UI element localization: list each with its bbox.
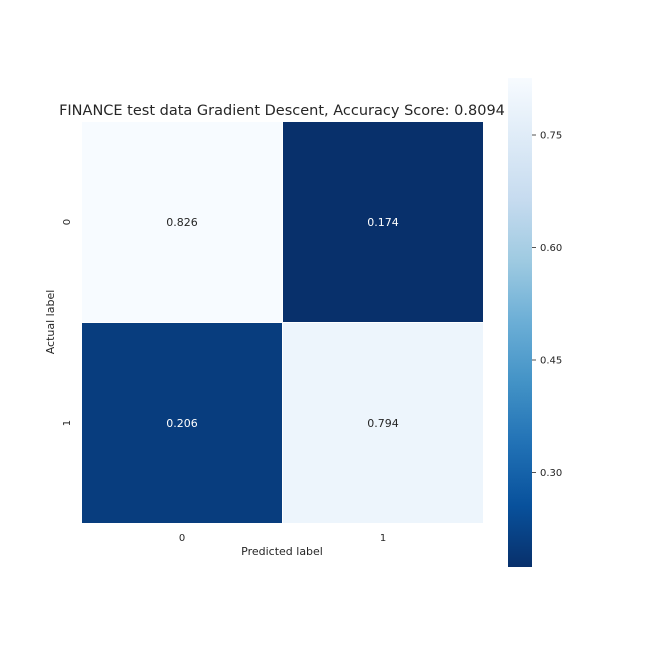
colorbar-tick-label-3: 0.75 [540,131,562,142]
heatmap-cell-0-1 [283,122,483,322]
heatmap-cell-1-1 [283,323,483,523]
cell-value-label-1-1: 0.794 [367,417,399,430]
colorbar-tick-label-1: 0.45 [540,356,562,367]
heatmap-cell-0-0 [82,122,282,322]
cell-value-label-0-0: 0.826 [166,216,198,229]
colorbar-tick-label-0: 0.30 [540,468,562,479]
colorbar [508,78,532,567]
y-tick-label-1: 1 [62,420,73,426]
chart-title: FINANCE test data Gradient Descent, Accu… [59,103,505,119]
x-tick-label-1: 1 [380,533,386,544]
x-tick-label-0: 0 [179,533,185,544]
y-axis-label: Actual label [44,290,57,355]
x-axis-label: Predicted label [241,545,323,558]
y-tick-label-0: 0 [62,219,73,225]
colorbar-tick-label-2: 0.60 [540,243,562,254]
cell-value-label-0-1: 0.174 [367,216,399,229]
cell-value-label-1-0: 0.206 [166,417,198,430]
heatmap-cell-1-0 [82,323,282,523]
